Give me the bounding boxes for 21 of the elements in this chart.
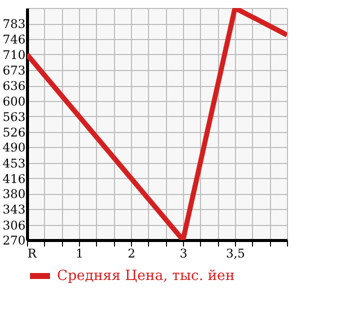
x-tick-label: R	[28, 246, 38, 260]
x-tick-label: 3	[180, 246, 188, 260]
y-tick-label: 343	[2, 202, 26, 217]
x-tick-label: 2	[128, 246, 136, 260]
y-tick-label: 783	[2, 17, 26, 32]
y-tick-label: 453	[2, 156, 26, 170]
y-tick-label: 416	[2, 172, 26, 186]
x-tick-label: 3,5	[226, 246, 246, 260]
y-tick-label: 746	[2, 32, 26, 47]
y-tick-label: 306	[2, 218, 26, 232]
y-tick-label: 526	[2, 126, 26, 140]
y-tick-label: 490	[2, 140, 26, 155]
x-tick-label: 1	[76, 246, 84, 260]
legend-label: Средняя Цена, тыс. йен	[57, 268, 235, 284]
y-tick-label: 710	[2, 48, 26, 62]
y-tick-label: 636	[2, 79, 26, 94]
y-tick-label: 380	[2, 187, 26, 202]
y-tick-label: 270	[2, 234, 26, 248]
y-tick-label: 563	[2, 110, 26, 124]
y-tick-label: 673	[2, 64, 26, 78]
y-tick-label: 600	[2, 94, 26, 108]
